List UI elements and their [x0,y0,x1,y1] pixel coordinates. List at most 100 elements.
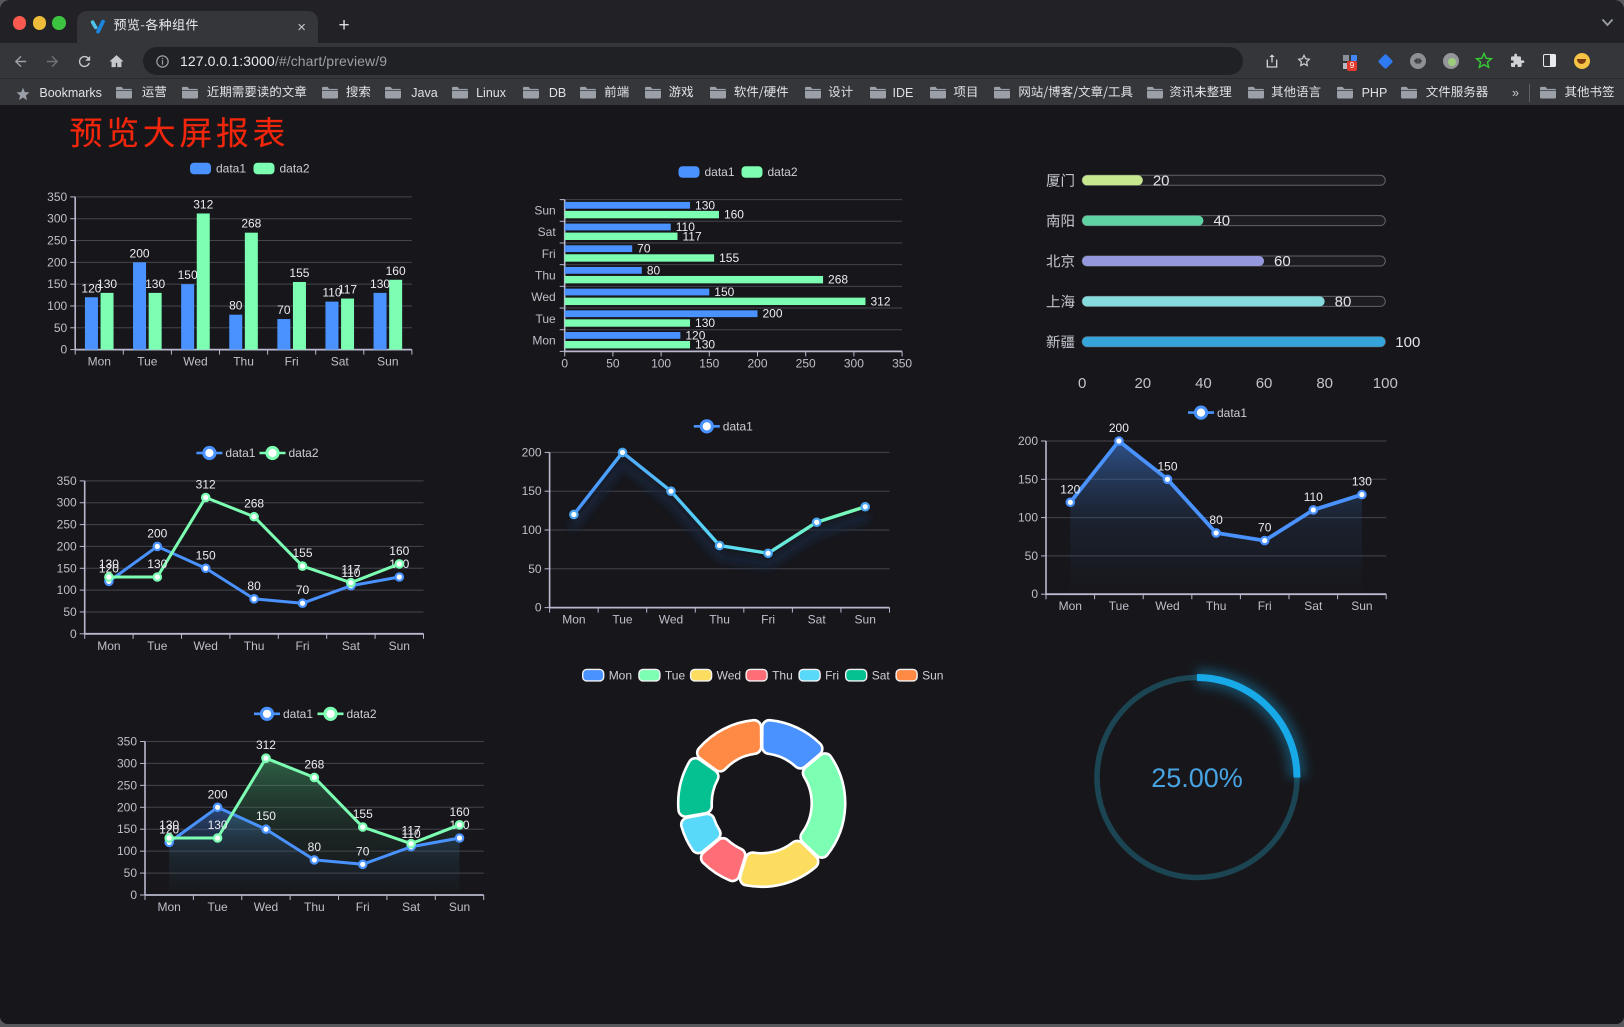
svg-text:150: 150 [57,561,77,575]
svg-text:Mon: Mon [562,613,585,627]
svg-text:data2: data2 [347,707,377,721]
svg-text:300: 300 [844,357,864,371]
svg-text:300: 300 [57,496,77,510]
svg-text:20: 20 [1153,172,1170,189]
svg-text:0: 0 [70,627,77,641]
svg-text:100: 100 [1018,511,1038,525]
svg-text:268: 268 [828,273,848,287]
svg-text:40: 40 [1195,375,1212,392]
svg-text:80: 80 [647,263,661,277]
svg-text:120: 120 [99,561,119,575]
svg-text:80: 80 [308,840,322,854]
svg-text:Sun: Sun [449,900,470,914]
svg-text:50: 50 [1025,549,1039,563]
svg-text:data2: data2 [280,162,310,176]
svg-text:120: 120 [81,281,101,295]
svg-text:Wed: Wed [254,900,278,914]
svg-text:150: 150 [178,268,198,282]
svg-text:Sun: Sun [534,203,555,217]
svg-text:0: 0 [535,601,542,615]
svg-text:70: 70 [277,303,291,317]
svg-text:Thu: Thu [304,900,325,914]
svg-text:0: 0 [130,888,137,902]
svg-text:130: 130 [159,818,179,832]
svg-text:Sun: Sun [855,613,876,627]
svg-text:50: 50 [54,321,68,335]
svg-text:Sat: Sat [872,668,891,682]
svg-text:80: 80 [1209,513,1223,527]
svg-text:100: 100 [522,523,542,537]
svg-text:117: 117 [338,283,357,297]
svg-text:70: 70 [296,583,310,597]
svg-text:Fri: Fri [296,639,310,653]
svg-text:Thu: Thu [772,668,793,682]
svg-text:Mon: Mon [1059,599,1082,613]
svg-text:50: 50 [124,866,138,880]
svg-text:200: 200 [747,357,767,371]
svg-text:130: 130 [695,198,715,212]
svg-text:200: 200 [117,800,137,814]
svg-text:150: 150 [1018,472,1038,486]
svg-text:150: 150 [1157,459,1177,473]
svg-text:Sat: Sat [331,354,350,368]
svg-text:110: 110 [322,286,341,300]
svg-text:Tue: Tue [665,668,686,682]
svg-text:60: 60 [1274,253,1291,270]
svg-text:120: 120 [1060,482,1080,496]
svg-text:Sat: Sat [538,225,557,239]
svg-text:Sun: Sun [389,639,410,653]
svg-text:70: 70 [637,242,651,256]
svg-text:150: 150 [117,822,137,836]
svg-text:155: 155 [292,546,312,560]
svg-text:Tue: Tue [612,613,633,627]
svg-text:200: 200 [208,787,228,801]
svg-text:Wed: Wed [183,354,207,368]
svg-text:155: 155 [353,807,373,821]
svg-text:350: 350 [47,190,67,204]
svg-text:150: 150 [714,285,734,299]
svg-text:117: 117 [402,824,421,838]
svg-text:data1: data1 [1217,406,1247,420]
svg-text:Fri: Fri [285,354,299,368]
svg-text:70: 70 [356,844,370,858]
svg-text:120: 120 [685,328,705,342]
svg-text:Tue: Tue [1109,599,1130,613]
svg-text:data1: data1 [216,162,246,176]
svg-text:200: 200 [763,307,783,321]
svg-text:130: 130 [99,557,119,571]
svg-text:Mon: Mon [532,334,555,348]
svg-text:Tue: Tue [207,900,228,914]
svg-text:Thu: Thu [1206,599,1227,613]
svg-text:268: 268 [304,757,324,771]
svg-text:data1: data1 [225,446,255,460]
svg-text:80: 80 [1316,375,1333,392]
svg-text:200: 200 [47,255,67,269]
svg-text:Fri: Fri [1258,599,1272,613]
svg-text:Fri: Fri [542,247,556,261]
svg-text:350: 350 [892,357,912,371]
svg-text:150: 150 [47,277,67,291]
svg-text:100: 100 [117,844,137,858]
svg-text:Mon: Mon [88,354,111,368]
svg-text:50: 50 [63,605,77,619]
svg-text:Thu: Thu [233,354,254,368]
svg-text:0: 0 [1078,375,1086,392]
svg-text:Wed: Wed [717,668,741,682]
svg-text:80: 80 [247,579,261,593]
svg-text:130: 130 [208,818,228,832]
svg-text:Mon: Mon [97,639,120,653]
svg-text:Thu: Thu [244,639,265,653]
svg-text:Thu: Thu [709,613,730,627]
svg-text:200: 200 [57,539,77,553]
svg-text:Wed: Wed [1155,599,1179,613]
svg-text:25.00%: 25.00% [1151,763,1243,793]
svg-text:130: 130 [97,277,117,291]
svg-text:117: 117 [682,229,701,243]
svg-text:268: 268 [241,217,261,231]
svg-text:80: 80 [229,299,243,313]
svg-text:312: 312 [870,294,890,308]
svg-text:150: 150 [699,357,719,371]
svg-text:160: 160 [724,208,744,222]
svg-text:200: 200 [522,445,542,459]
svg-text:100: 100 [651,357,671,371]
